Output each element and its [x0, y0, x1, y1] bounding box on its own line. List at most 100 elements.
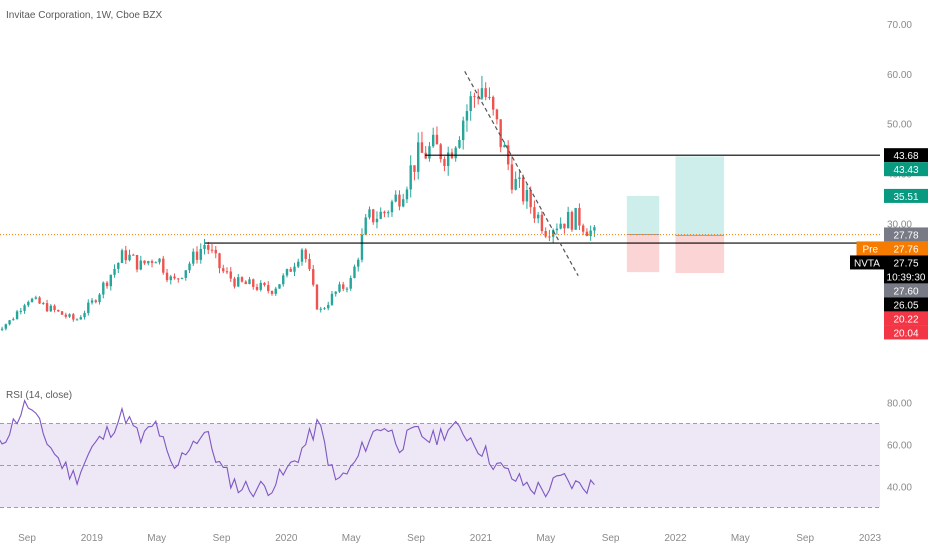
candle-body: [300, 249, 304, 262]
candle-body: [503, 145, 506, 148]
candle-body: [420, 142, 424, 153]
candle-body: [559, 223, 562, 229]
candle-body: [143, 260, 146, 264]
candle-body: [240, 277, 244, 282]
candle-body: [270, 291, 274, 294]
price-label-text: 43.68: [893, 151, 918, 162]
rsi-axis: 40.00 60.00 80.00: [887, 399, 912, 494]
trendline: [464, 71, 579, 277]
candle-body: [548, 236, 551, 238]
candle-body: [319, 308, 322, 310]
candle-body: [49, 305, 53, 312]
price-label-text: 26.05: [893, 300, 918, 311]
candle-body: [469, 96, 472, 112]
candle-body: [244, 281, 247, 285]
candle-body: [387, 212, 390, 214]
candle-body: [476, 97, 480, 99]
candle-body: [495, 109, 499, 120]
candle-body: [491, 96, 495, 110]
candle-body: [192, 251, 195, 264]
candle-body: [278, 284, 281, 289]
candle-body: [514, 178, 517, 190]
time-tick-label: Sep: [602, 533, 620, 544]
candle-body: [57, 309, 60, 312]
candle-body: [150, 261, 154, 263]
candle-body: [102, 282, 105, 295]
candle-body: [4, 324, 8, 329]
candle-body: [188, 263, 191, 271]
candle-body: [8, 320, 11, 325]
candle-body: [480, 88, 484, 99]
price-label-text: 27.78: [893, 230, 918, 241]
time-tick-label: May: [342, 533, 361, 544]
candle-body: [353, 266, 356, 278]
rsi-pane[interactable]: [0, 399, 880, 508]
candle-body: [578, 208, 581, 226]
candle-body: [207, 245, 210, 250]
time-tick-label: Sep: [18, 533, 36, 544]
candle-body: [461, 120, 465, 141]
price-label-prefix: Pre: [862, 244, 878, 255]
time-tick-label: 2019: [81, 533, 104, 544]
candle-body: [222, 268, 225, 272]
candle-body: [390, 201, 394, 213]
price-label-prefix-box: [850, 255, 884, 270]
candle-body: [315, 284, 319, 310]
candle-body: [327, 304, 330, 309]
candle-body: [308, 258, 311, 270]
candle-body: [248, 279, 251, 285]
candle-body: [105, 282, 109, 287]
candle-body: [255, 286, 259, 290]
candle-body: [229, 271, 232, 279]
price-label-box: [884, 255, 928, 284]
candle-body: [345, 288, 349, 290]
rsi-tick-label: 60.00: [887, 441, 912, 452]
price-label-text: 27.75: [893, 258, 918, 269]
candle-body: [383, 211, 386, 214]
price-label-box: [884, 297, 928, 312]
candle-body: [402, 199, 405, 207]
candle-body: [465, 111, 469, 121]
candle-body: [585, 231, 589, 237]
candle-body: [237, 277, 240, 287]
time-tick-label: 2023: [859, 533, 882, 544]
candle-body: [357, 259, 360, 267]
price-pane[interactable]: [0, 71, 880, 332]
rsi-title: RSI (14, close): [6, 390, 72, 401]
price-label-time: 10:39:30: [887, 272, 926, 283]
candle-body: [132, 254, 135, 256]
candle-body: [488, 96, 491, 98]
candle-body: [162, 258, 165, 273]
candle-body: [203, 245, 206, 249]
price-tick-label: 50.00: [887, 120, 912, 131]
candle-body: [12, 319, 15, 321]
time-tick-label: Sep: [796, 533, 814, 544]
candle-body: [233, 278, 236, 287]
candle-body: [195, 251, 199, 260]
time-tick-label: May: [147, 533, 166, 544]
time-axis[interactable]: Sep 2019 May Sep 2020 May Sep 2021 May Sep 2022 May…: [18, 533, 881, 544]
candle-body: [42, 303, 45, 305]
candle-body: [147, 261, 150, 264]
candle-body: [323, 308, 326, 310]
candle-body: [435, 134, 439, 145]
position-target-zone: [675, 156, 725, 236]
price-label-text: 43.43: [893, 165, 918, 176]
candle-body: [180, 277, 184, 279]
price-label-box: [884, 283, 928, 298]
candle-body: [330, 293, 334, 305]
candle-body: [413, 165, 416, 172]
price-label-box: [884, 148, 928, 163]
candle-body: [23, 305, 26, 311]
candle-body: [98, 294, 101, 303]
price-label-box: [884, 311, 928, 326]
candle-body: [15, 311, 19, 320]
position-stop-zone: [675, 235, 725, 274]
candle-body: [79, 317, 83, 320]
candle-body: [529, 189, 532, 208]
candle-body: [312, 269, 315, 285]
candle-body: [199, 248, 202, 260]
time-tick-label: 2020: [275, 533, 298, 544]
rsi-band: [0, 423, 880, 508]
